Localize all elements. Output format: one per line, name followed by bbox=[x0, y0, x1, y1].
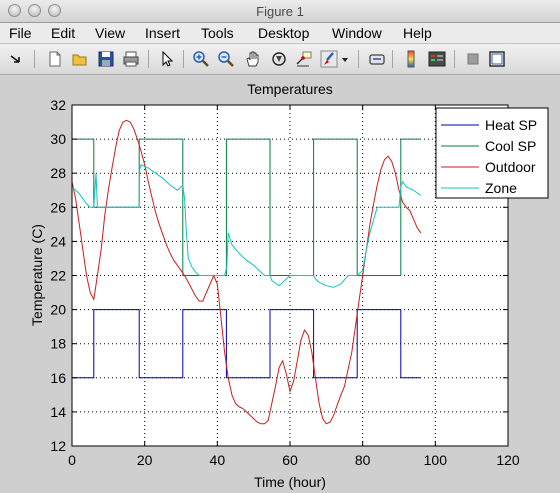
toolbar-separator bbox=[148, 50, 149, 68]
rotate-3d-icon[interactable] bbox=[270, 50, 288, 68]
x-tick-label: 80 bbox=[355, 452, 371, 468]
brush-dropdown-icon[interactable] bbox=[340, 50, 350, 68]
y-tick-label: 12 bbox=[50, 438, 66, 454]
x-tick-label: 60 bbox=[282, 452, 298, 468]
legend-label-zone: Zone bbox=[485, 180, 517, 196]
pointer-icon[interactable] bbox=[158, 50, 176, 68]
menu-view[interactable]: View bbox=[95, 25, 126, 41]
menu-file[interactable]: File bbox=[9, 25, 32, 41]
legend-label-outdoor: Outdoor bbox=[485, 159, 536, 175]
toolbar-separator bbox=[358, 50, 359, 68]
y-tick-label: 26 bbox=[50, 199, 66, 215]
close-window-button[interactable] bbox=[8, 4, 21, 17]
y-tick-label: 24 bbox=[50, 233, 66, 249]
colorbar-icon[interactable] bbox=[402, 50, 420, 68]
y-tick-label: 22 bbox=[50, 268, 66, 284]
legend[interactable]: Heat SP Cool SP Outdoor Zone bbox=[435, 107, 549, 199]
y-tick-label: 28 bbox=[50, 165, 66, 181]
y-tick-label: 14 bbox=[50, 404, 66, 420]
menu-edit[interactable]: Edit bbox=[51, 25, 76, 41]
menu-window[interactable]: Window bbox=[332, 25, 382, 41]
title-bar: Figure 1 bbox=[0, 0, 560, 23]
y-tick-label: 32 bbox=[50, 97, 66, 113]
show-tools-icon[interactable] bbox=[488, 50, 506, 68]
menu-bar: File Edit View Insert Tools Desktop Wind… bbox=[0, 23, 560, 44]
dock-arrow-icon[interactable] bbox=[7, 50, 25, 68]
zoom-in-icon[interactable] bbox=[192, 50, 210, 68]
save-icon[interactable] bbox=[97, 50, 115, 68]
link-plot-icon[interactable] bbox=[368, 50, 386, 68]
legend-icon[interactable] bbox=[428, 50, 446, 68]
x-tick-label: 0 bbox=[68, 452, 76, 468]
series-layer bbox=[71, 119, 422, 425]
x-tick-label: 20 bbox=[137, 452, 153, 468]
legend-label-heat-sp: Heat SP bbox=[485, 117, 537, 133]
toolbar-separator bbox=[454, 50, 455, 68]
toolbar-separator bbox=[183, 50, 184, 68]
series-line-heat-sp bbox=[72, 309, 421, 379]
figure-toolbar bbox=[0, 44, 560, 75]
y-axis-label: Temperature (C) bbox=[29, 224, 45, 326]
menu-tools[interactable]: Tools bbox=[201, 25, 234, 41]
minimize-window-button[interactable] bbox=[28, 4, 41, 17]
print-icon[interactable] bbox=[122, 50, 140, 68]
axis-ticks: 0 20 40 60 80 100 120 12 14 16 18 20 22 24 26 28 30 32 bbox=[50, 97, 519, 468]
x-tick-label: 40 bbox=[210, 452, 226, 468]
menu-help[interactable]: Help bbox=[403, 25, 432, 41]
data-cursor-icon[interactable] bbox=[295, 50, 313, 68]
chart-title: Temperatures bbox=[247, 81, 333, 97]
toolbar-separator bbox=[34, 50, 35, 68]
y-tick-label: 30 bbox=[50, 131, 66, 147]
window-title: Figure 1 bbox=[256, 4, 304, 19]
pan-hand-icon[interactable] bbox=[244, 50, 262, 68]
series-line-zone bbox=[71, 163, 422, 288]
x-tick-label: 100 bbox=[424, 452, 448, 468]
toolbar-separator bbox=[392, 50, 393, 68]
y-tick-label: 18 bbox=[50, 336, 66, 352]
open-folder-icon[interactable] bbox=[71, 50, 89, 68]
hide-tools-icon[interactable] bbox=[464, 50, 482, 68]
legend-label-cool-sp: Cool SP bbox=[485, 138, 536, 154]
x-tick-label: 120 bbox=[496, 452, 520, 468]
legend-box bbox=[435, 107, 549, 199]
x-axis-label: Time (hour) bbox=[254, 474, 326, 490]
menu-insert[interactable]: Insert bbox=[145, 25, 181, 41]
zoom-window-button[interactable] bbox=[48, 4, 61, 17]
series-line-outdoor bbox=[71, 119, 422, 425]
y-tick-label: 16 bbox=[50, 370, 66, 386]
brush-icon[interactable] bbox=[320, 50, 338, 68]
menu-desktop[interactable]: Desktop bbox=[258, 25, 310, 41]
y-tick-label: 20 bbox=[50, 302, 66, 318]
zoom-out-icon[interactable] bbox=[217, 50, 235, 68]
new-file-icon[interactable] bbox=[46, 50, 64, 68]
